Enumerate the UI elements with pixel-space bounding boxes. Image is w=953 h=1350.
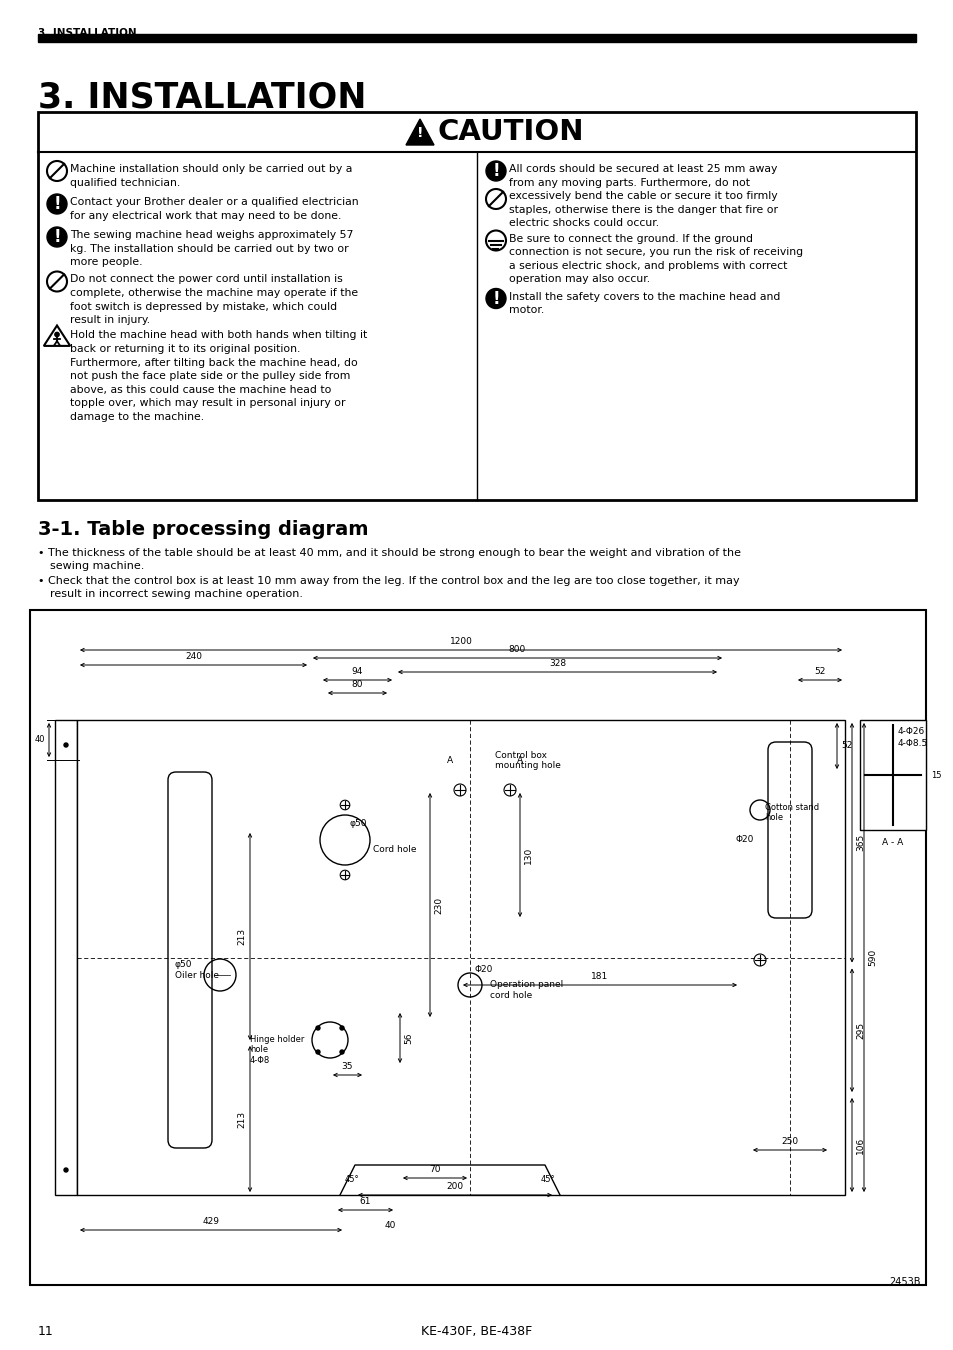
Text: Do not connect the power cord until installation is
complete, otherwise the mach: Do not connect the power cord until inst… bbox=[70, 274, 357, 325]
Circle shape bbox=[485, 289, 505, 309]
Bar bbox=[859, 720, 925, 830]
Text: result in incorrect sewing machine operation.: result in incorrect sewing machine opera… bbox=[50, 589, 303, 599]
Text: 2453B: 2453B bbox=[888, 1277, 920, 1287]
Bar bbox=[38, 112, 915, 500]
Text: Install the safety covers to the machine head and
motor.: Install the safety covers to the machine… bbox=[509, 292, 780, 315]
Text: Φ20: Φ20 bbox=[735, 836, 754, 844]
Text: Machine installation should only be carried out by a
qualified technician.: Machine installation should only be carr… bbox=[70, 163, 352, 188]
Text: sewing machine.: sewing machine. bbox=[50, 562, 144, 571]
Text: 200: 200 bbox=[446, 1183, 463, 1191]
Text: KE-430F, BE-438F: KE-430F, BE-438F bbox=[421, 1324, 532, 1338]
Text: !: ! bbox=[416, 126, 423, 140]
Text: 365: 365 bbox=[855, 834, 864, 852]
Circle shape bbox=[485, 161, 505, 181]
Text: A: A bbox=[446, 756, 453, 765]
Text: Be sure to connect the ground. If the ground
connection is not secure, you run t: Be sure to connect the ground. If the gr… bbox=[509, 234, 802, 285]
Text: φ50
Oiler hole: φ50 Oiler hole bbox=[174, 960, 219, 980]
Bar bbox=[30, 610, 925, 1285]
Text: 80: 80 bbox=[352, 680, 363, 688]
Text: 45°: 45° bbox=[540, 1176, 555, 1184]
Text: All cords should be secured at least 25 mm away
from any moving parts. Furthermo: All cords should be secured at least 25 … bbox=[509, 163, 778, 228]
Text: 4-Φ26: 4-Φ26 bbox=[897, 728, 924, 737]
Text: 61: 61 bbox=[359, 1197, 371, 1206]
Text: 3-1. Table processing diagram: 3-1. Table processing diagram bbox=[38, 520, 368, 539]
Text: 94: 94 bbox=[352, 667, 363, 676]
Text: 213: 213 bbox=[236, 1111, 246, 1127]
Text: • Check that the control box is at least 10 mm away from the leg. If the control: • Check that the control box is at least… bbox=[38, 576, 739, 586]
Bar bbox=[38, 34, 915, 42]
Circle shape bbox=[315, 1026, 319, 1030]
Text: !: ! bbox=[53, 194, 61, 213]
Text: 590: 590 bbox=[867, 949, 876, 967]
Circle shape bbox=[315, 1050, 319, 1054]
Text: 800: 800 bbox=[508, 645, 525, 653]
Text: 1200: 1200 bbox=[449, 637, 472, 647]
Text: Contact your Brother dealer or a qualified electrician
for any electrical work t: Contact your Brother dealer or a qualifi… bbox=[70, 197, 358, 220]
Circle shape bbox=[64, 1168, 68, 1172]
Bar bbox=[77, 720, 844, 1195]
Text: !: ! bbox=[492, 289, 499, 308]
Bar bbox=[55, 720, 77, 1195]
Circle shape bbox=[339, 1050, 344, 1054]
Text: 181: 181 bbox=[591, 972, 608, 981]
Text: 52: 52 bbox=[814, 667, 825, 676]
Text: Operation panel
cord hole: Operation panel cord hole bbox=[490, 980, 562, 1000]
Text: !: ! bbox=[492, 162, 499, 180]
Circle shape bbox=[339, 1026, 344, 1030]
FancyBboxPatch shape bbox=[168, 772, 212, 1148]
Text: 230: 230 bbox=[434, 896, 442, 914]
Text: 3. INSTALLATION: 3. INSTALLATION bbox=[38, 28, 136, 38]
Text: CAUTION: CAUTION bbox=[437, 117, 584, 146]
Text: 250: 250 bbox=[781, 1137, 798, 1146]
Polygon shape bbox=[406, 119, 434, 144]
Text: !: ! bbox=[53, 228, 61, 246]
Circle shape bbox=[47, 227, 67, 247]
Text: Cord hole: Cord hole bbox=[373, 845, 416, 855]
Text: Cotton stand
hole: Cotton stand hole bbox=[764, 803, 819, 822]
Text: 4-Φ8.5: 4-Φ8.5 bbox=[897, 740, 927, 748]
Text: φ50: φ50 bbox=[350, 819, 367, 828]
Text: 45°: 45° bbox=[344, 1176, 359, 1184]
Text: Control box
mounting hole: Control box mounting hole bbox=[495, 751, 560, 769]
Text: The sewing machine head weighs approximately 57
kg. The installation should be c: The sewing machine head weighs approxima… bbox=[70, 230, 353, 267]
Text: 40: 40 bbox=[34, 736, 45, 744]
Text: 52: 52 bbox=[841, 741, 851, 751]
Text: 106: 106 bbox=[855, 1137, 864, 1154]
Text: • The thickness of the table should be at least 40 mm, and it should be strong e: • The thickness of the table should be a… bbox=[38, 548, 740, 558]
Circle shape bbox=[47, 194, 67, 215]
Circle shape bbox=[54, 332, 59, 336]
Text: 35: 35 bbox=[341, 1062, 353, 1071]
Text: Hold the machine head with both hands when tilting it
back or returning it to it: Hold the machine head with both hands wh… bbox=[70, 331, 367, 423]
Text: A - A: A - A bbox=[882, 838, 902, 846]
Text: 328: 328 bbox=[548, 659, 565, 668]
Text: 429: 429 bbox=[202, 1216, 219, 1226]
Circle shape bbox=[64, 743, 68, 747]
Text: 213: 213 bbox=[236, 927, 246, 945]
Text: 240: 240 bbox=[185, 652, 202, 662]
Text: A: A bbox=[517, 756, 522, 765]
Text: 3. INSTALLATION: 3. INSTALLATION bbox=[38, 80, 366, 113]
Text: 56: 56 bbox=[403, 1033, 413, 1044]
Text: 295: 295 bbox=[855, 1022, 864, 1038]
Text: Φ20: Φ20 bbox=[475, 965, 493, 973]
Text: 40: 40 bbox=[384, 1220, 395, 1230]
Text: 70: 70 bbox=[429, 1165, 440, 1174]
Text: 130: 130 bbox=[523, 846, 533, 864]
Text: 15: 15 bbox=[930, 771, 941, 779]
FancyBboxPatch shape bbox=[767, 743, 811, 918]
Text: Hinge holder
hole
4-Φ8: Hinge holder hole 4-Φ8 bbox=[250, 1035, 304, 1065]
Text: 11: 11 bbox=[38, 1324, 53, 1338]
